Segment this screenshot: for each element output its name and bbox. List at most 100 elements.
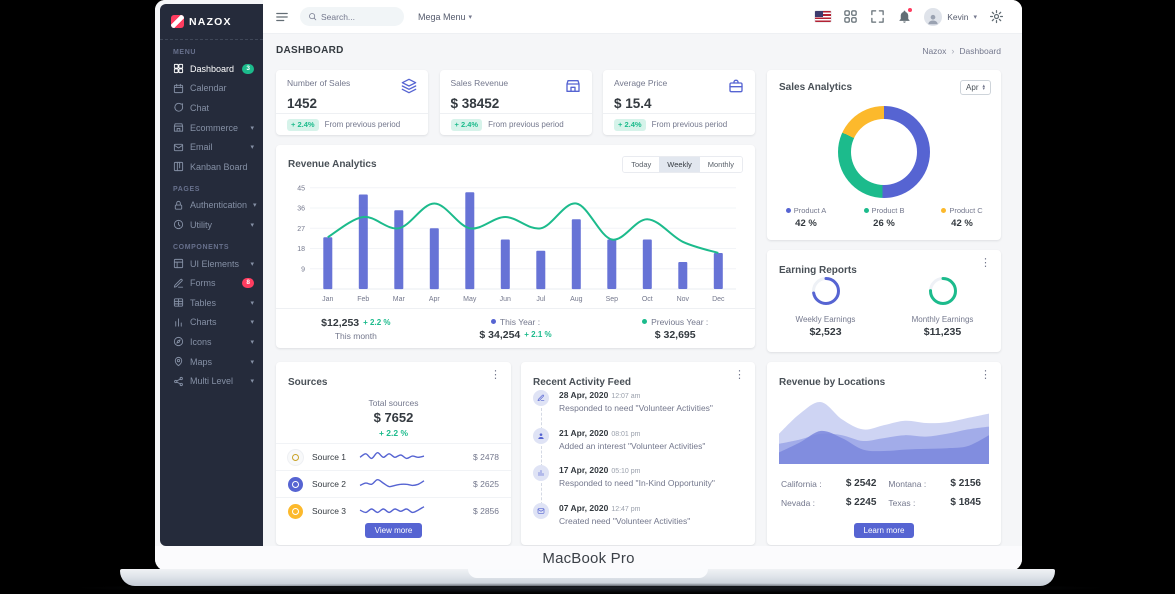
layout-icon	[173, 258, 184, 269]
search-box[interactable]	[300, 7, 404, 26]
activity-text: Created need "Volunteer Activities"	[559, 515, 691, 526]
source-row-source-3[interactable]: Source 3 $ 2856	[276, 497, 511, 524]
activity-date: 28 Apr, 2020 12:07 am	[559, 390, 641, 400]
location-label-texas-: Texas :	[888, 497, 916, 508]
range-button-weekly[interactable]: Weekly	[659, 157, 700, 172]
source-row-source-1[interactable]: Source 1 $ 2478	[276, 443, 511, 470]
lock-icon	[173, 200, 184, 211]
view-more-button[interactable]: View more	[364, 523, 423, 538]
pencil-icon	[533, 390, 549, 406]
stat-title: Average Price	[614, 78, 668, 88]
settings-gear-icon[interactable]	[989, 9, 1004, 24]
prev-year-value: $ 32,695	[654, 328, 696, 341]
source-avatar	[288, 476, 303, 492]
sidebar-item-label: Dashboard	[190, 63, 235, 74]
kebab-menu-icon[interactable]: ⋮	[980, 369, 991, 381]
brand[interactable]: NAZOX	[160, 4, 263, 40]
location-label-nevada-: Nevada :	[781, 497, 816, 508]
sidebar-item-ui-elements[interactable]: UI Elements ▾	[160, 254, 263, 274]
sidebar-item-forms[interactable]: Forms 8	[160, 273, 263, 293]
svg-text:Aug: Aug	[570, 296, 583, 303]
earning-reports-card: Earning Reports ⋮ Weekly Earnings $2,523 M…	[767, 250, 1001, 352]
kebab-menu-icon[interactable]: ⋮	[980, 257, 991, 269]
card-title: Revenue Analytics	[288, 159, 377, 170]
earning-label: Monthly Earnings	[911, 315, 974, 324]
sidebar: NAZOX MENU Dashboard 3 Calendar Chat Ecommerc…	[160, 4, 263, 546]
user-menu[interactable]: Kevin ▾	[924, 7, 977, 26]
sidebar-item-dashboard[interactable]: Dashboard 3	[160, 59, 263, 79]
sidebar-item-calendar[interactable]: Calendar	[160, 79, 263, 99]
sidebar-item-kanban-board[interactable]: Kanban Board	[160, 157, 263, 177]
source-value: $ 2856	[473, 506, 499, 516]
legend-item-product-a: Product A 42 %	[767, 206, 845, 229]
activity-time: 08:01 pm	[611, 430, 641, 438]
revenue-summary: $12,253 + 2.2 % This month This Year : $ …	[276, 308, 755, 348]
dashboard-icon	[173, 63, 184, 74]
menu-toggle-icon[interactable]	[275, 10, 289, 24]
breadcrumb: Nazox › Dashboard	[922, 46, 1001, 56]
timeline-connector	[541, 408, 542, 430]
sidebar-item-chat[interactable]: Chat	[160, 98, 263, 118]
search-input[interactable]	[321, 11, 396, 22]
chevron-down-icon: ▾	[250, 319, 254, 327]
learn-more-button[interactable]: Learn more	[853, 523, 915, 538]
sidebar-section-label: MENU	[173, 49, 197, 56]
month-delta: + 2.2 %	[363, 318, 391, 327]
sidebar-item-charts[interactable]: Charts ▾	[160, 313, 263, 333]
period-select[interactable]: Apr ▴ ▾	[960, 80, 991, 95]
earning-item-weekly-earnings: Weekly Earnings $2,523	[767, 276, 884, 338]
sidebar-item-icons[interactable]: Icons ▾	[160, 332, 263, 352]
sidebar-item-multi-level[interactable]: Multi Level ▾	[160, 371, 263, 391]
svg-text:Nov: Nov	[677, 296, 690, 303]
breadcrumb-home[interactable]: Nazox	[922, 45, 947, 56]
sidebar-item-email[interactable]: Email ▾	[160, 137, 263, 157]
activity-item: 28 Apr, 2020 12:07 am Responded to need "V…	[533, 390, 745, 430]
card-title: Sources	[288, 377, 328, 388]
sidebar-item-authentication[interactable]: Authentication ▾	[160, 196, 263, 216]
sidebar-item-label: Charts	[190, 317, 217, 328]
macbook-base-notch	[468, 569, 708, 578]
range-button-today[interactable]: Today	[623, 157, 660, 172]
store-icon	[565, 78, 581, 94]
source-row-source-2[interactable]: Source 2 $ 2625	[276, 470, 511, 497]
svg-text:Jul: Jul	[536, 296, 545, 303]
total-sources-label: Total sources	[368, 398, 419, 408]
stack-icon	[401, 78, 417, 94]
source-sparkline-chart	[359, 479, 425, 488]
apps-grid-icon[interactable]	[843, 9, 858, 24]
notifications-bell-icon[interactable]	[897, 8, 913, 24]
stat-card-average-price: Average Price $ 15.4 + 2.4% From previous p…	[603, 70, 755, 135]
stat-value: $ 15.4	[614, 96, 652, 111]
source-value: $ 2625	[473, 479, 499, 489]
mail-icon	[533, 502, 549, 519]
svg-text:May: May	[463, 296, 477, 303]
earning-value: $2,523	[809, 326, 842, 338]
kebab-menu-icon[interactable]: ⋮	[734, 369, 745, 381]
mega-menu[interactable]: Mega Menu ▾	[418, 12, 472, 22]
sidebar-item-ecommerce[interactable]: Ecommerce ▾	[160, 118, 263, 138]
legend-dot	[941, 208, 947, 213]
range-button-monthly[interactable]: Monthly	[699, 157, 742, 172]
fullscreen-icon[interactable]	[870, 9, 885, 24]
sidebar-item-utility[interactable]: Utility ▾	[160, 215, 263, 235]
source-name: Source 2	[312, 479, 347, 489]
avatar	[924, 7, 943, 26]
this-year-value: $ 34,254	[479, 328, 521, 341]
legend-percent: 42 %	[795, 218, 817, 229]
svg-text:9: 9	[301, 266, 305, 273]
language-flag-icon[interactable]	[815, 11, 832, 22]
sidebar-item-tables[interactable]: Tables ▾	[160, 293, 263, 313]
legend-label: Product A	[793, 206, 827, 215]
stat-title: Sales Revenue	[450, 78, 509, 88]
kebab-menu-icon[interactable]: ⋮	[490, 369, 501, 381]
sidebar-item-maps[interactable]: Maps ▾	[160, 352, 263, 372]
earning-value: $11,235	[923, 326, 962, 338]
radial-progress-chart	[811, 277, 840, 305]
page-header: DASHBOARD Nazox › Dashboard	[276, 45, 1001, 56]
location-label-montana-: Montana :	[888, 478, 927, 489]
svg-text:27: 27	[297, 226, 305, 233]
location-value: $ 2156	[950, 478, 981, 489]
sidebar-section-label: PAGES	[173, 185, 200, 193]
location-label-california-: California :	[781, 478, 822, 489]
total-sources-delta: + 2.2 %	[378, 428, 409, 438]
